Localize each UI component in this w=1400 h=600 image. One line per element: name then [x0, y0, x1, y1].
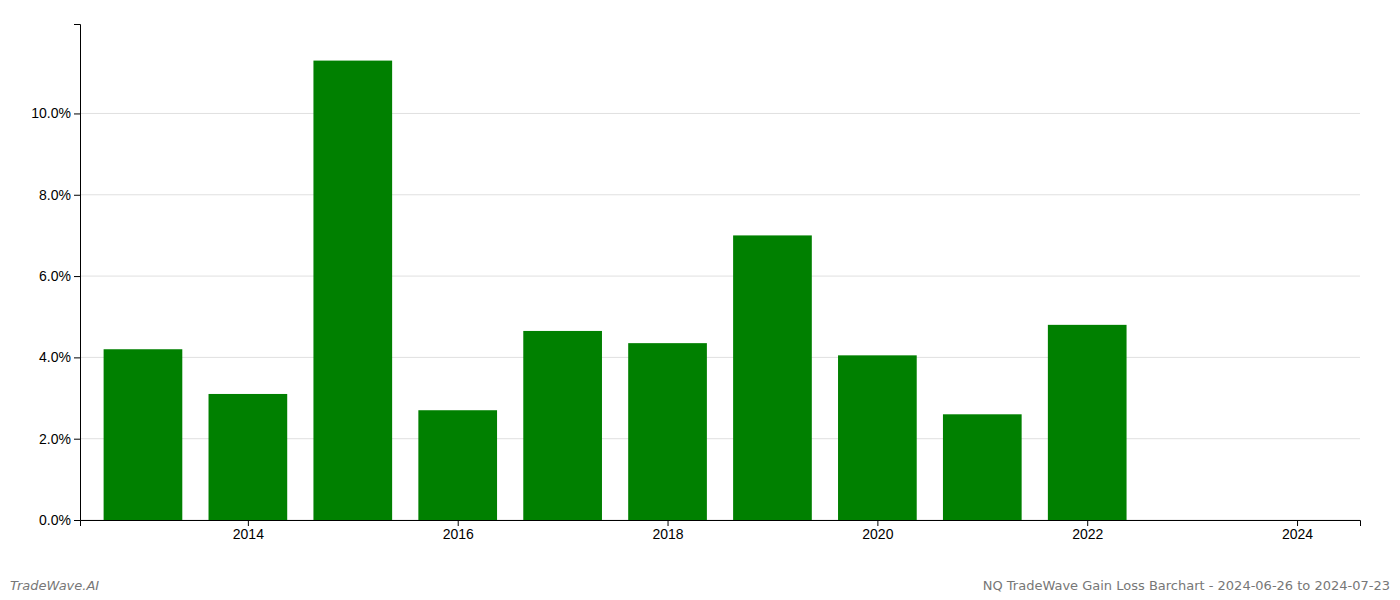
x-tick-label: 2022	[1072, 526, 1103, 542]
grid-line	[80, 113, 1360, 114]
y-tick: 10.0%	[31, 105, 80, 121]
x-tick-label: 2020	[862, 526, 893, 542]
y-tick-label: 0.0%	[39, 512, 71, 528]
bar	[209, 394, 288, 520]
y-tick: 6.0%	[39, 268, 80, 284]
y-tick-mark	[74, 520, 80, 521]
grid	[80, 113, 1360, 520]
y-tick: 8.0%	[39, 187, 80, 203]
footer-left: TradeWave.AI	[10, 578, 99, 593]
x-tick-label: 2014	[233, 526, 264, 542]
bar	[1153, 520, 1232, 521]
x-tick: 2022	[1072, 520, 1103, 542]
y-tick: 0.0%	[39, 512, 80, 528]
y-tick: 2.0%	[39, 431, 80, 447]
y-tick-label: 6.0%	[39, 268, 71, 284]
y-tick-label: 2.0%	[39, 431, 71, 447]
y-tick-mark	[74, 357, 80, 358]
plot: 2014 2016 2018 2020 2022 2024 0.0% 2.0% 4.0% 6.0%…	[31, 25, 1360, 542]
bars	[104, 61, 1127, 520]
x-tick: 2020	[862, 520, 893, 542]
bar	[1048, 325, 1127, 520]
x-axis: 2014 2016 2018 2020 2022 2024	[81, 520, 1361, 542]
x-tick: 2014	[233, 520, 264, 542]
y-tick-label: 10.0%	[31, 105, 71, 121]
y-tick: 4.0%	[39, 349, 80, 365]
y-axis: 0.0% 2.0% 4.0% 6.0% 8.0% 10.0%	[31, 25, 80, 528]
y-tick-mark	[74, 195, 80, 196]
bar	[418, 410, 497, 520]
y-tick-mark	[74, 439, 80, 440]
footer-right: NQ TradeWave Gain Loss Barchart - 2024-0…	[983, 578, 1390, 593]
x-tick-label: 2024	[1282, 526, 1313, 542]
x-axis-line	[81, 521, 1361, 527]
bar	[943, 414, 1022, 520]
bar	[628, 343, 707, 520]
bar	[733, 235, 812, 520]
y-tick-label: 8.0%	[39, 187, 71, 203]
bar	[838, 355, 917, 520]
grid-line	[80, 357, 1360, 358]
x-tick: 2018	[652, 520, 683, 542]
x-tick: 2024	[1282, 520, 1313, 542]
bar	[313, 61, 392, 520]
chart: 2014 2016 2018 2020 2022 2024 0.0% 2.0% 4.0% 6.0%…	[0, 0, 1400, 600]
y-tick-mark	[74, 276, 80, 277]
y-tick-label: 4.0%	[39, 349, 71, 365]
bar	[523, 331, 602, 520]
grid-line	[80, 276, 1360, 277]
grid-line	[80, 194, 1360, 195]
x-tick-label: 2016	[443, 526, 474, 542]
x-tick-label: 2018	[652, 526, 683, 542]
y-axis-line	[74, 25, 81, 521]
bar	[104, 349, 183, 520]
x-tick: 2016	[443, 520, 474, 542]
y-tick-mark	[74, 113, 80, 114]
